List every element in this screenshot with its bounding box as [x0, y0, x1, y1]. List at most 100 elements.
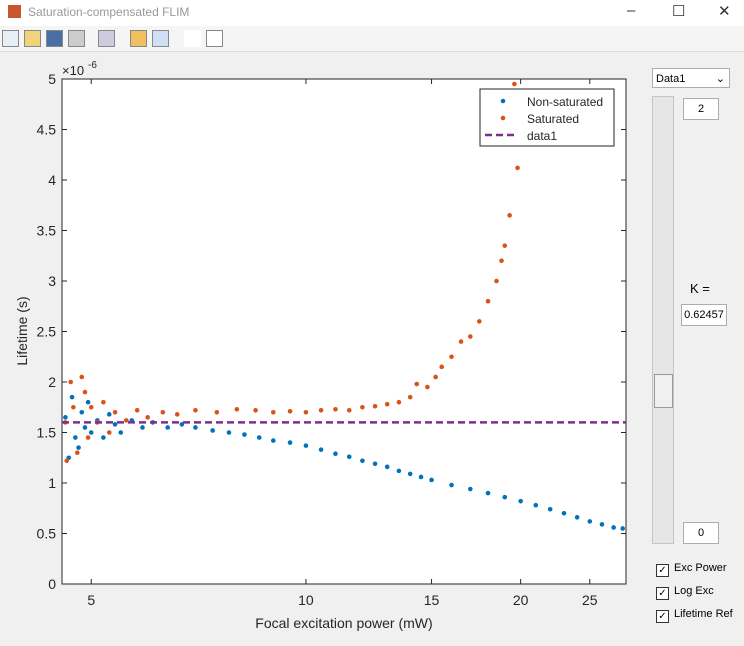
data-point — [287, 408, 293, 414]
data-point — [384, 464, 390, 470]
data-point — [73, 435, 78, 440]
y-tick-label: 0.5 — [37, 526, 57, 542]
data-point — [112, 422, 118, 427]
data-point — [485, 298, 491, 304]
print-button[interactable] — [68, 30, 85, 47]
data-point — [611, 525, 616, 530]
data-point — [418, 474, 424, 480]
data-point — [106, 412, 112, 417]
save-button[interactable] — [46, 30, 63, 47]
data-point — [429, 477, 434, 483]
data-point — [468, 486, 473, 492]
data-point — [407, 471, 413, 477]
window-title: Saturation-compensated FLIM — [28, 5, 190, 19]
data-point — [318, 447, 324, 452]
data-point — [396, 399, 402, 405]
checkbox[interactable]: ✓ Log Exc — [656, 585, 714, 600]
minimize-button[interactable]: – — [627, 2, 636, 19]
slider-min-box[interactable]: 0 — [683, 522, 719, 544]
data-point — [74, 450, 80, 456]
slider-max: 2 — [697, 103, 705, 115]
legend-label: Non-saturated — [527, 95, 603, 109]
data-point — [193, 407, 198, 413]
dropdown-arrow: ⌄ — [715, 73, 725, 85]
data-point — [271, 438, 276, 443]
y-tick-label: 1.5 — [37, 425, 57, 441]
data-point — [85, 435, 91, 440]
data-point — [620, 526, 625, 531]
legend-button[interactable] — [152, 30, 169, 47]
data-point — [346, 407, 352, 413]
check-mark: ✓ — [656, 564, 669, 577]
y-tick-label: 2 — [48, 374, 56, 390]
data-point — [512, 81, 517, 87]
data-point — [318, 407, 324, 413]
data-point — [499, 258, 504, 264]
data-point — [63, 415, 68, 420]
data-point — [372, 461, 378, 467]
slider-max-box[interactable]: 2 — [683, 98, 719, 120]
dropdown-text: Data1 — [656, 73, 686, 85]
data-point — [214, 410, 220, 415]
data-point — [85, 399, 91, 405]
checkbox-label: Exc Power — [674, 562, 727, 574]
x-axis-label: Focal excitation power (mW) — [255, 615, 432, 631]
data-point — [396, 468, 402, 474]
y-tick-label: 5 — [48, 71, 56, 87]
data-point — [88, 430, 94, 435]
open-button[interactable] — [24, 30, 41, 47]
checkbox[interactable]: ✓ Exc Power — [656, 562, 727, 577]
data-point — [101, 399, 106, 405]
data-point — [458, 339, 464, 344]
maximize-button[interactable]: ☐ — [672, 3, 686, 20]
data-point — [372, 403, 378, 409]
data-point — [124, 418, 129, 423]
checkbox-label: Lifetime Ref — [674, 608, 733, 620]
pointer-button[interactable] — [184, 30, 201, 47]
data-point — [76, 445, 81, 450]
data-dropdown[interactable]: Data1 ⌄ — [652, 68, 730, 88]
data-point — [64, 458, 70, 464]
data-point — [518, 498, 523, 504]
data-point — [82, 389, 88, 395]
data-point — [468, 334, 473, 339]
data-point — [346, 454, 352, 460]
checkbox[interactable]: ✓ Lifetime Ref — [656, 608, 733, 623]
y-tick-label: 0 — [48, 576, 56, 592]
data-point — [384, 401, 390, 407]
y-tick-label: 3.5 — [37, 223, 57, 239]
k-slider[interactable] — [652, 96, 674, 544]
data-point — [587, 519, 593, 524]
data-point — [507, 213, 512, 218]
data-point — [414, 381, 420, 387]
data-point — [118, 430, 124, 435]
legend-swatch — [500, 115, 506, 121]
data-point — [515, 165, 520, 171]
close-button[interactable]: ✕ — [718, 3, 731, 20]
data-point — [210, 428, 215, 433]
data-point — [101, 435, 106, 440]
data-point — [333, 406, 338, 412]
data-point — [502, 494, 508, 500]
link-button[interactable] — [98, 30, 115, 47]
data-point — [226, 430, 232, 435]
data-point — [145, 415, 150, 420]
data-point — [494, 278, 499, 284]
y-multiplier: ×10 — [62, 63, 84, 78]
y-tick-label: 4 — [48, 172, 56, 188]
k-value-box[interactable]: 0.62457 — [681, 304, 727, 326]
data-point — [360, 458, 365, 464]
data-point — [303, 410, 309, 415]
data-point — [112, 410, 118, 415]
new-button[interactable] — [2, 30, 19, 47]
colorbar-button[interactable] — [130, 30, 147, 47]
slider-thumb[interactable] — [654, 374, 673, 409]
data-point — [561, 511, 567, 516]
checkbox-label: Log Exc — [674, 585, 714, 597]
k-value: 0.62457 — [684, 309, 724, 321]
axes-box — [61, 78, 627, 585]
data-point — [106, 430, 112, 435]
k-label: K = — [690, 281, 710, 296]
data-point — [253, 407, 258, 413]
property-button[interactable] — [206, 30, 223, 47]
